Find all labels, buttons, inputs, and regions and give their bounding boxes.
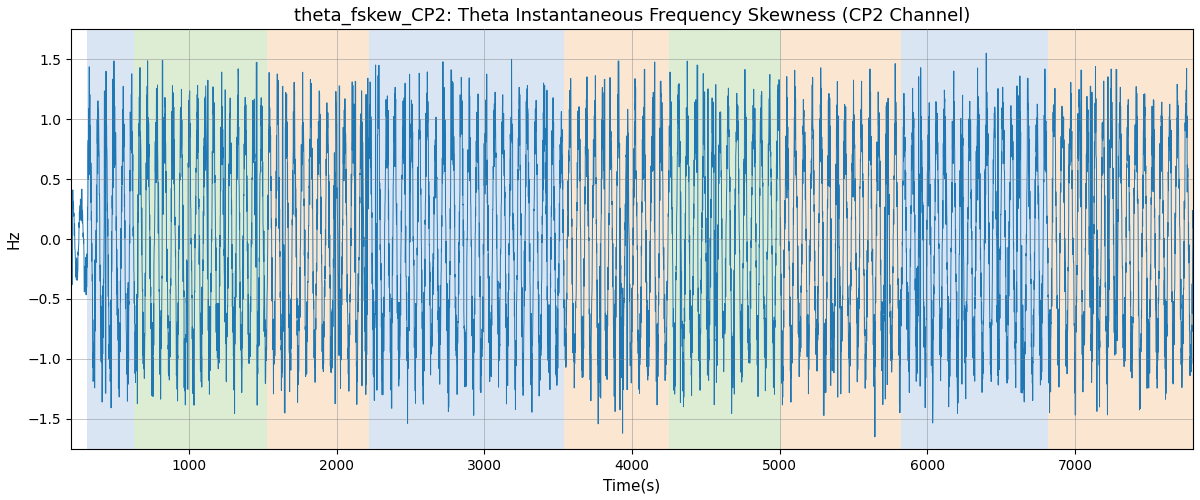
Title: theta_fskew_CP2: Theta Instantaneous Frequency Skewness (CP2 Channel): theta_fskew_CP2: Theta Instantaneous Fre… (294, 7, 970, 25)
Bar (134, 30, 268, 449)
Bar (781, 30, 901, 449)
Bar (370, 30, 538, 449)
Bar (668, 30, 781, 449)
Y-axis label: Hz: Hz (7, 230, 22, 249)
Bar (901, 30, 1049, 449)
Bar (88, 30, 134, 449)
Bar (564, 30, 668, 449)
Bar (538, 30, 564, 449)
Bar (1049, 30, 1193, 449)
Bar (268, 30, 370, 449)
X-axis label: Time(s): Time(s) (604, 478, 660, 493)
